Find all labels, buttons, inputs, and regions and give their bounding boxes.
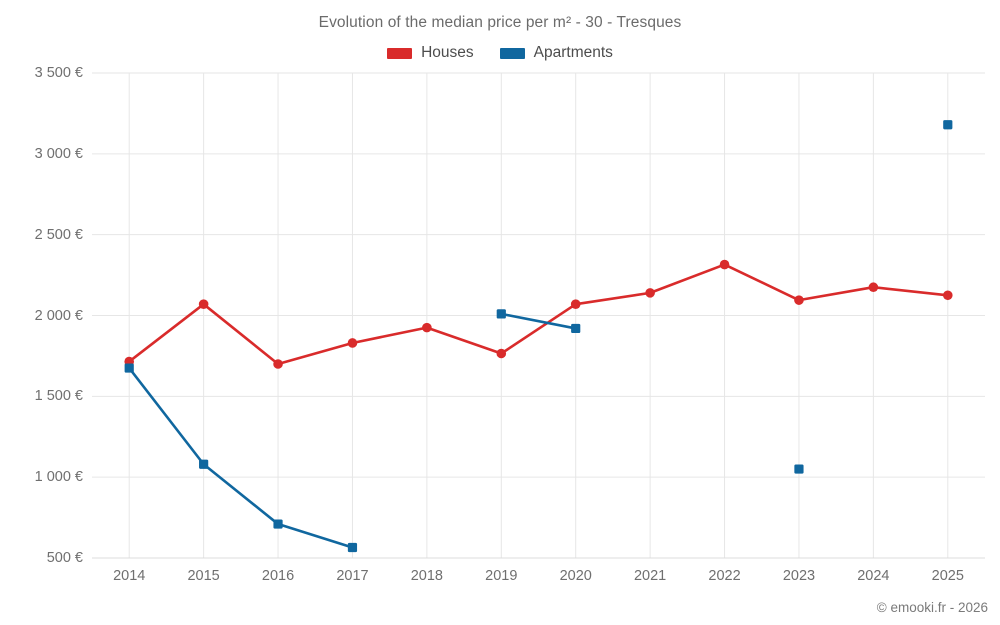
data-point-marker[interactable] — [199, 459, 209, 469]
x-axis-tick-label: 2020 — [559, 568, 592, 584]
legend-swatch-houses — [387, 47, 413, 59]
data-point-marker[interactable] — [496, 348, 507, 359]
data-point-marker[interactable] — [124, 363, 134, 373]
data-point-marker[interactable] — [347, 338, 358, 348]
y-axis-tick-label: 1 500 € — [34, 388, 83, 405]
legend-label-houses: Houses — [421, 44, 474, 61]
data-point-marker[interactable] — [868, 282, 879, 293]
chart-legend: Houses Apartments — [0, 44, 1000, 62]
data-point-marker[interactable] — [273, 359, 283, 369]
series-apartments — [124, 120, 953, 553]
x-axis-tick-label: 2014 — [113, 568, 146, 584]
data-point-marker[interactable] — [943, 120, 953, 130]
series-houses — [124, 259, 953, 369]
chart-title: Evolution of the median price per m² - 3… — [318, 14, 682, 31]
data-point-marker[interactable] — [496, 309, 506, 319]
legend-label-apartments: Apartments — [533, 44, 613, 61]
y-axis-tick-label: 3 000 € — [34, 145, 83, 162]
legend-item-houses[interactable]: Houses — [387, 44, 474, 62]
series-line — [127, 263, 950, 366]
data-point-marker[interactable] — [942, 290, 953, 301]
data-point-marker[interactable] — [645, 288, 655, 298]
y-axis-tick-label: 2 500 € — [34, 226, 83, 243]
series-line — [499, 312, 578, 330]
data-point-marker[interactable] — [719, 259, 730, 270]
y-axis-tick-label: 500 € — [46, 550, 83, 566]
legend-swatch-apartments — [499, 47, 525, 59]
data-point-marker[interactable] — [794, 295, 804, 305]
legend-item-apartments[interactable]: Apartments — [499, 44, 613, 62]
x-axis-tick-label: 2019 — [485, 568, 518, 584]
data-point-marker[interactable] — [347, 542, 358, 553]
x-axis-tick-label: 2023 — [782, 568, 816, 584]
y-axis-tick-label: 1 000 € — [34, 469, 83, 486]
data-point-marker[interactable] — [570, 299, 581, 309]
x-axis-tick-label: 2017 — [336, 568, 369, 584]
data-point-marker[interactable] — [571, 323, 581, 334]
x-axis-tick-label: 2025 — [931, 568, 964, 584]
y-axis-tick-label: 2 000 € — [34, 307, 83, 324]
x-axis-tick-label: 2018 — [410, 568, 444, 584]
series-line — [127, 366, 354, 549]
x-axis-tick-label: 2016 — [261, 568, 295, 584]
data-point-marker[interactable] — [198, 299, 209, 309]
data-point-marker[interactable] — [794, 464, 804, 474]
x-axis-tick-label: 2021 — [633, 568, 667, 584]
data-point-marker[interactable] — [422, 322, 432, 333]
y-axis-tick-label: 3 500 € — [34, 65, 83, 81]
data-point-marker[interactable] — [273, 519, 283, 529]
x-axis-tick-label: 2024 — [857, 568, 890, 584]
x-axis-tick-label: 2022 — [708, 568, 741, 584]
x-axis-tick-label: 2015 — [187, 568, 220, 584]
copyright-credit: © emooki.fr - 2026 — [876, 600, 988, 615]
